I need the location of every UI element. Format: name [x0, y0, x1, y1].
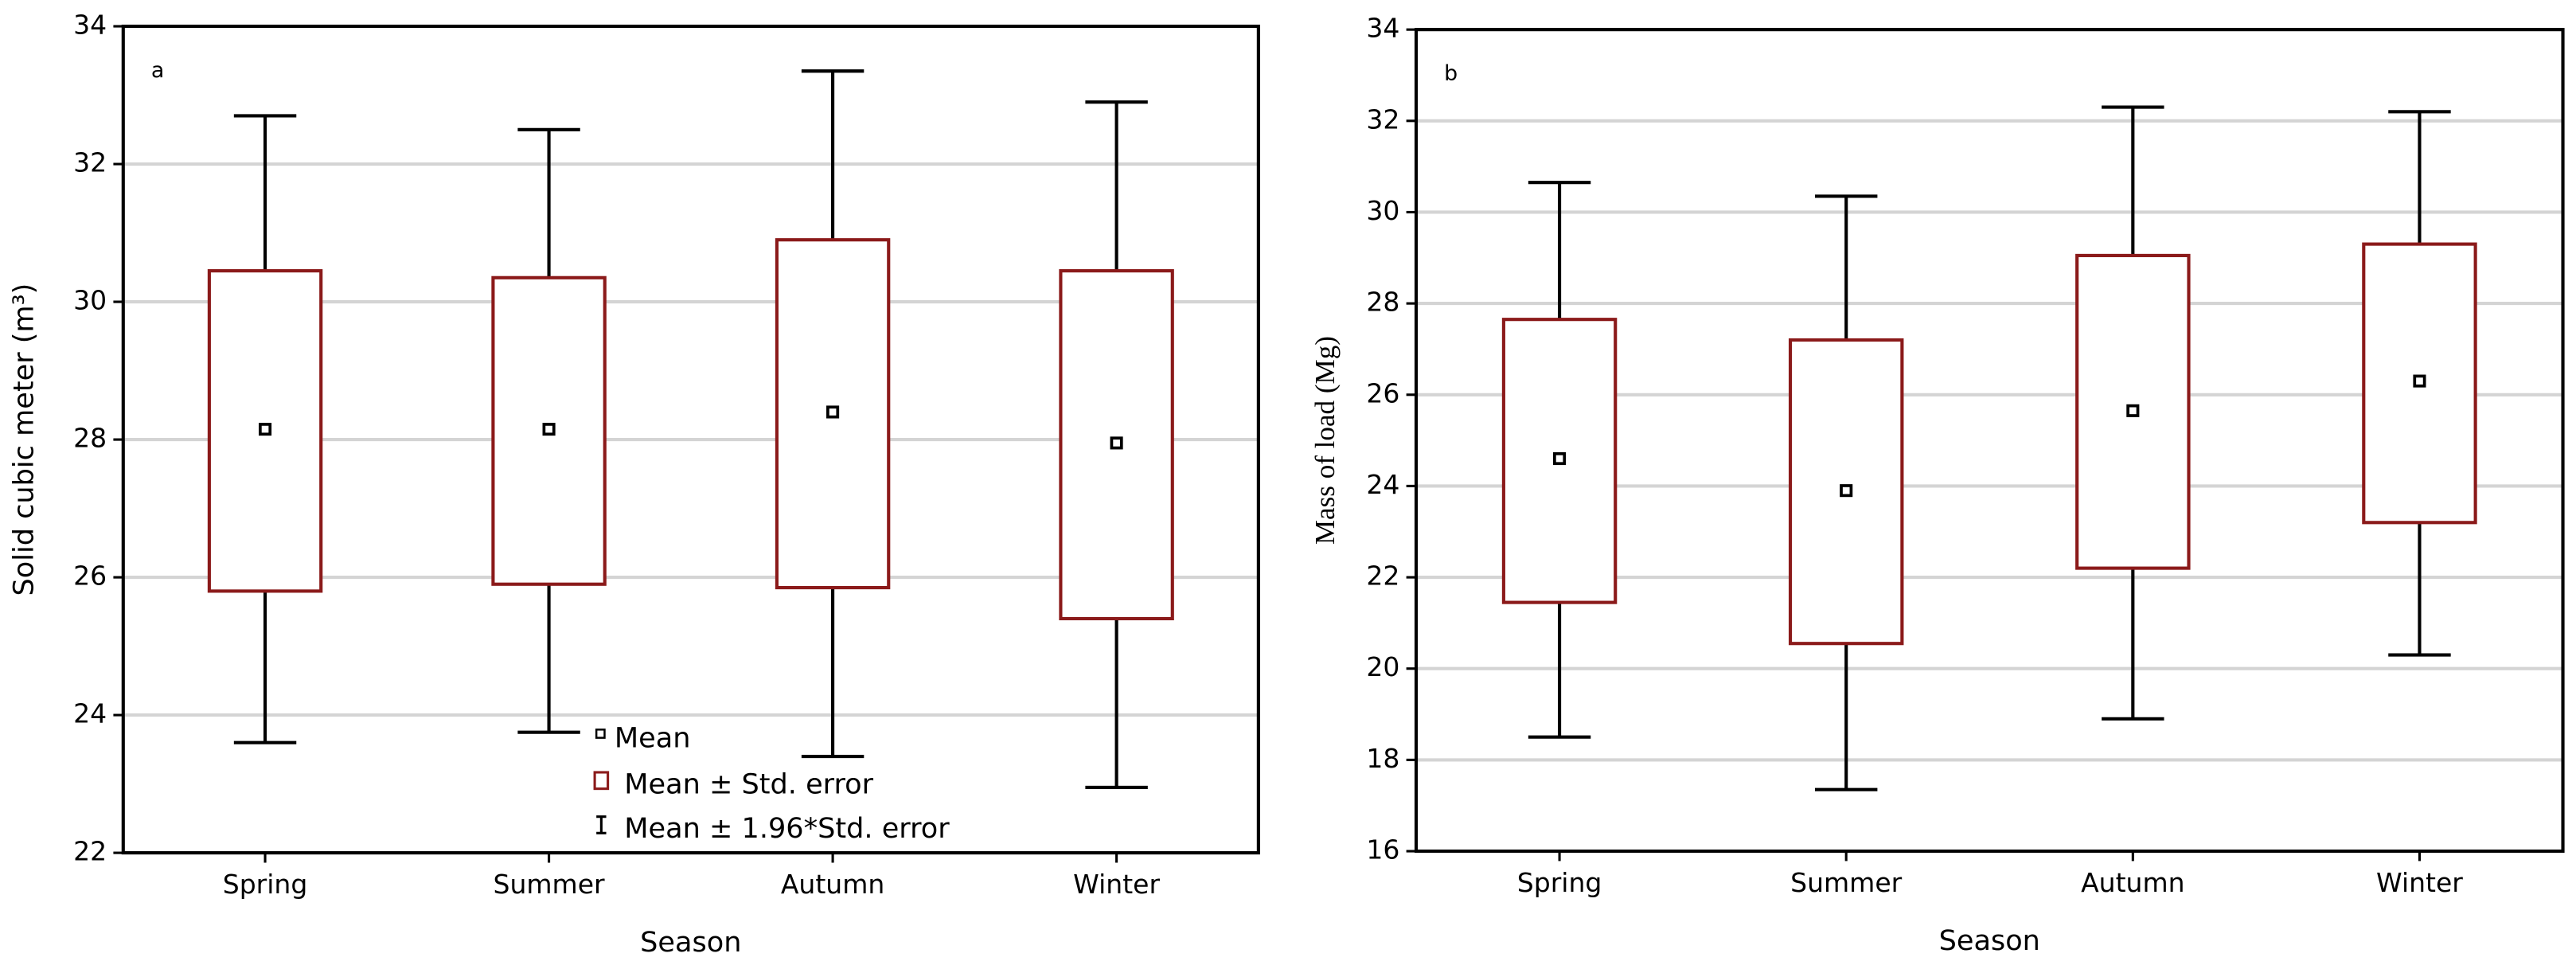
y-tick-label: 34 — [73, 10, 107, 41]
mean-marker — [826, 405, 840, 419]
legend-box-icon — [593, 771, 610, 791]
y-tick-label: 28 — [73, 423, 107, 454]
x-tick-label: Autumn — [2081, 867, 2184, 898]
whisker-upper — [801, 69, 865, 240]
mean-marker — [258, 423, 272, 436]
whisker-lower — [1085, 618, 1148, 789]
y-axis-label: Mass of load (Mg) — [1309, 336, 1341, 545]
y-axis-label: Solid cubic meter (m³) — [7, 283, 40, 596]
y-tick-label: 22 — [73, 836, 107, 867]
y-tick-label: 34 — [1366, 13, 1399, 44]
y-tick-label: 26 — [1366, 377, 1399, 408]
y-tick-label: 32 — [73, 147, 107, 178]
mean-marker — [542, 423, 556, 436]
legend-label: Mean ± 1.96*Std. error — [624, 812, 950, 845]
whisker-upper — [517, 127, 580, 278]
whisker-lower — [801, 588, 865, 759]
panel-label: a — [151, 58, 164, 83]
whisker-lower — [1528, 602, 1591, 739]
whisker-upper — [2102, 105, 2164, 256]
y-tick-label: 30 — [73, 285, 107, 316]
plot-frame — [1414, 28, 2565, 854]
panel-label: b — [1444, 61, 1458, 86]
y-tick-label: 18 — [1366, 743, 1399, 774]
legend-label: Mean ± Std. error — [624, 768, 873, 800]
y-tick-label: 32 — [1366, 104, 1399, 135]
whisker-lower — [517, 584, 580, 734]
y-tick-label: 24 — [73, 698, 107, 729]
x-axis-label: Season — [1939, 924, 2040, 957]
whisker-lower — [233, 591, 297, 744]
plot-frame — [121, 24, 1260, 855]
figure-body: 22 24 26 28 30 32 34 a Spring Summer Autumn Winter S… — [7, 10, 2565, 959]
legend-mean-icon — [595, 729, 606, 739]
whisker-lower — [1814, 643, 1878, 791]
legend-label: Mean — [615, 722, 691, 755]
y-tick-label: 22 — [1366, 561, 1399, 592]
y-tick-label: 28 — [1366, 287, 1399, 318]
y-tick-label: 26 — [73, 561, 107, 592]
mean-marker — [2126, 404, 2140, 417]
x-tick-label: Summer — [1790, 867, 1903, 898]
box — [1059, 269, 1174, 621]
whisker-lower — [2388, 522, 2451, 657]
y-tick-label: 20 — [1366, 651, 1399, 682]
mean-marker — [1110, 436, 1123, 450]
x-tick-label: Autumn — [781, 869, 884, 900]
x-tick-label: Spring — [223, 869, 308, 900]
whisker-upper — [1814, 194, 1878, 340]
y-tick-label: 30 — [1366, 195, 1399, 226]
x-tick-label: Winter — [1073, 869, 1160, 900]
whisker-upper — [2388, 110, 2451, 244]
legend-whisker-icon — [596, 815, 607, 834]
mean-marker — [1840, 484, 1853, 498]
x-axis-label: Season — [640, 926, 741, 959]
y-tick-label: 16 — [1366, 834, 1399, 865]
whisker-lower — [2102, 568, 2164, 721]
whisker-upper — [1085, 100, 1148, 272]
x-tick-label: Winter — [2376, 867, 2463, 898]
x-tick-label: Spring — [1517, 867, 1602, 898]
y-tick-label: 24 — [1366, 469, 1399, 500]
whisker-upper — [1528, 181, 1591, 320]
whisker-upper — [233, 114, 297, 272]
mean-marker — [2413, 374, 2426, 388]
mean-marker — [1553, 451, 1567, 466]
x-tick-label: Summer — [494, 869, 606, 900]
